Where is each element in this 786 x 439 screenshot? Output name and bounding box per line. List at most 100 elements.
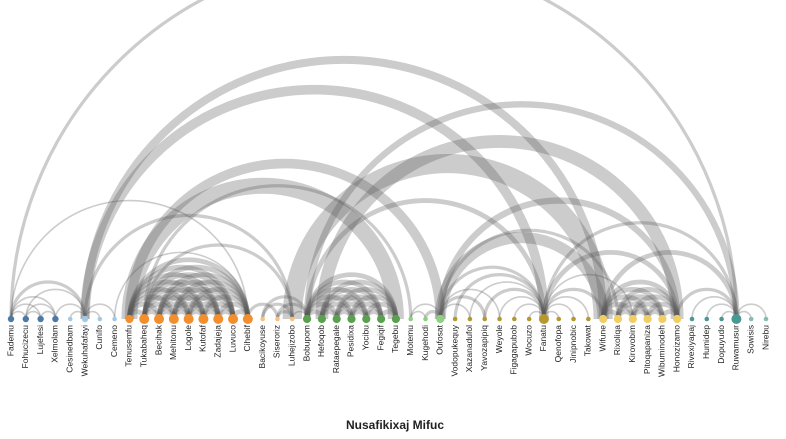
link-arc: [319, 294, 369, 320]
link-arc: [141, 301, 177, 320]
node-label: Siseroriz: [272, 325, 282, 358]
node-dot: [289, 316, 295, 322]
link-arc: [304, 272, 399, 320]
link-arc: [186, 301, 221, 320]
node-dot: [332, 314, 341, 324]
link-arc: [186, 287, 251, 320]
node-dot: [599, 314, 608, 324]
link-arc: [542, 287, 605, 320]
link-arc: [735, 303, 767, 320]
link-arc: [675, 287, 738, 320]
node-label: Kirovobim: [627, 325, 637, 363]
link-arc: [334, 301, 369, 320]
link-arc: [303, 101, 740, 320]
link-arc: [615, 301, 650, 320]
link-arc: [171, 287, 236, 320]
node-label: Cihebif: [242, 324, 252, 351]
node-dot: [362, 314, 371, 324]
link-arc: [334, 287, 399, 320]
link-arc: [513, 303, 545, 320]
link-arc: [315, 135, 684, 320]
node-dot: [391, 314, 401, 324]
link-arc: [10, 199, 249, 320]
node-dot: [643, 314, 652, 324]
link-arc: [349, 294, 399, 320]
node-label: Cemeno: [109, 325, 119, 357]
link-arc: [127, 272, 221, 320]
node-label: Xazanadufol: [464, 325, 474, 372]
link-arc: [434, 232, 609, 320]
link-arc: [319, 301, 354, 320]
node-dot: [719, 316, 724, 322]
node-dot: [613, 314, 623, 324]
labels-layer: Fademu Fohucizecu Lujefesi Xelmolam Cesinedb…: [5, 324, 770, 377]
link-arc: [630, 301, 665, 320]
link-arc: [304, 198, 547, 320]
link-arc: [438, 228, 620, 320]
link-arc: [319, 287, 384, 320]
link-arc: [156, 301, 192, 320]
node-label: Fademu: [5, 325, 15, 356]
link-arc: [156, 294, 206, 320]
node-label: Mehitonu: [168, 325, 178, 360]
node-dot: [67, 316, 73, 322]
node-dot: [556, 316, 562, 322]
link-arc: [25, 303, 57, 320]
link-arc: [705, 303, 738, 320]
link-arc: [261, 302, 294, 320]
node-dot: [198, 314, 209, 324]
link-arc: [141, 279, 221, 320]
link-arc: [186, 294, 236, 320]
node-dot: [213, 314, 224, 324]
node-dot: [347, 314, 356, 324]
nodes-layer: [7, 314, 769, 324]
node-dot: [22, 315, 30, 323]
link-arc: [615, 294, 665, 320]
node-dot: [37, 315, 44, 323]
link-arc: [304, 294, 354, 320]
link-arc: [127, 287, 192, 320]
node-dot: [112, 316, 117, 322]
node-dot: [467, 316, 473, 322]
node-label: Cunifo: [94, 325, 104, 350]
link-arc: [141, 264, 251, 320]
node-label: Wocuzo: [523, 325, 533, 356]
link-arc: [275, 302, 309, 320]
node-dot: [97, 316, 103, 322]
node-label: Wifune: [597, 325, 607, 352]
link-arc: [25, 288, 86, 320]
node-label: Takowat: [583, 324, 593, 356]
link-arc: [142, 184, 413, 320]
node-label: Kutofaf: [198, 324, 208, 352]
node-dot: [571, 316, 576, 322]
link-arc: [600, 250, 739, 320]
node-label: Weyole: [494, 325, 504, 353]
link-arc: [124, 158, 446, 320]
link-arc: [113, 251, 249, 320]
link-arc: [319, 279, 399, 320]
link-arc: [201, 294, 251, 320]
link-arc: [645, 301, 680, 320]
link-arc: [171, 294, 221, 320]
node-label: Motemu: [405, 325, 415, 356]
link-arc: [127, 264, 236, 320]
node-label: Pesidixa: [346, 325, 356, 357]
node-label: Rixoliqa: [612, 325, 622, 356]
node-dot: [512, 316, 517, 322]
node-dot: [538, 314, 549, 324]
link-arc: [498, 295, 545, 320]
link-arc: [363, 301, 399, 320]
node-dot: [628, 314, 637, 324]
link-arc: [84, 303, 116, 320]
node-dot: [731, 314, 742, 324]
node-label: Tegebu: [390, 325, 400, 353]
link-arc: [437, 197, 681, 320]
link-arc: [691, 295, 738, 320]
link-arc: [156, 287, 221, 320]
node-label: Luhejizobo: [287, 325, 297, 366]
node-dot: [228, 314, 239, 324]
node-dot: [302, 314, 312, 324]
link-arc: [304, 279, 384, 320]
node-dot: [139, 314, 150, 324]
node-dot: [704, 316, 710, 322]
